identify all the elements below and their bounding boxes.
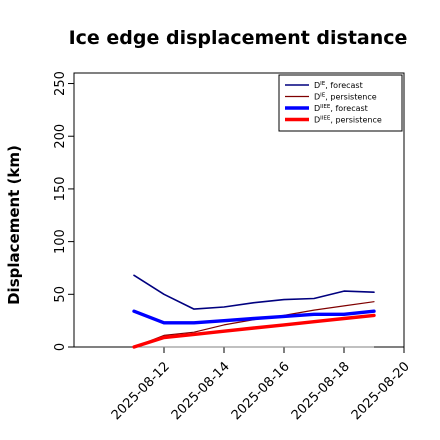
y-axis-label: Displacement (km): [5, 145, 23, 305]
x-tick-label: 2025-08-12: [109, 359, 173, 423]
legend: DIE, forecast DIE, persistence DIIEE, fore…: [278, 74, 403, 132]
y-tick-label: 50: [53, 286, 68, 303]
y-tick-label: 0: [53, 343, 68, 351]
series-line-1: [133, 274, 375, 310]
x-tick-label: 2025-08-14: [169, 359, 233, 423]
y-tick-label: 150: [53, 177, 68, 202]
y-tick-label: 250: [53, 71, 68, 96]
x-tick-label: 2025-08-20: [349, 359, 413, 423]
legend-label-1: DIE, forecast: [314, 81, 363, 90]
legend-label-4: DIIEE, persistence: [314, 116, 382, 125]
series-line-4: [132, 313, 376, 349]
legend-label-2: DIE, persistence: [314, 93, 377, 102]
x-tick-label: 2025-08-18: [289, 359, 353, 423]
y-tick-label: 100: [53, 229, 68, 254]
x-tick-label: 2025-08-16: [229, 359, 293, 423]
y-tick-label: 200: [53, 124, 68, 149]
series-line-3: [132, 309, 376, 325]
chart-title: Ice edge displacement distance: [69, 27, 408, 49]
legend-label-3: DIIEE, forecast: [314, 104, 368, 113]
